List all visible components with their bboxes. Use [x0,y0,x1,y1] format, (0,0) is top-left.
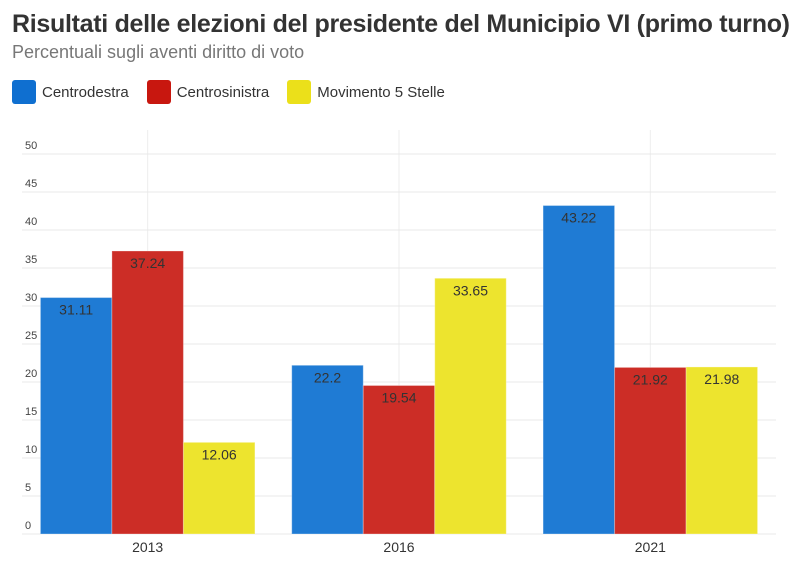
data-label: 12.06 [202,446,237,462]
bar-centrodestra-2021 [542,205,616,535]
y-tick-label: 30 [25,292,37,304]
legend-label: Centrodestra [42,83,129,101]
x-tick-label: 2013 [132,539,163,555]
y-tick-label: 40 [25,216,37,228]
bar-movimento-5-stelle-2013 [182,441,256,535]
bar-centrodestra-2016 [291,364,364,535]
x-tick-label: 2016 [383,539,414,555]
bar-centrodestra-2013 [39,297,113,535]
data-label: 33.65 [453,282,488,298]
data-label: 21.98 [704,371,739,387]
legend-swatch [146,80,171,104]
legend-swatch [12,80,36,104]
data-label: 21.92 [633,371,668,387]
y-tick-label: 5 [25,482,31,494]
y-tick-label: 10 [25,444,37,456]
data-label: 37.24 [130,255,165,271]
y-tick-label: 45 [25,178,37,190]
legend-item-centrodestra[interactable]: Centrodestra [12,80,129,104]
data-label: 31.11 [59,302,93,318]
bar-movimento-5-stelle-2021 [685,366,759,535]
legend-item-centrosinistra[interactable]: Centrosinistra [146,80,270,104]
bar-centrosinistra-2021 [614,366,687,535]
x-tick-label: 2021 [635,539,666,555]
y-tick-label: 25 [25,330,37,342]
y-tick-label: 20 [25,368,37,380]
legend-swatch [287,80,312,104]
y-tick-label: 15 [25,406,37,418]
y-tick-label: 0 [25,520,31,532]
legend-item-m5s[interactable]: Movimento 5 Stelle [287,80,445,104]
legend: Centrodestra Centrosinistra Movimento 5 … [12,80,445,104]
legend-label: Centrosinistra [176,83,270,101]
data-label: 19.54 [381,389,416,405]
data-label: 22.2 [314,369,341,385]
chart-subtitle: Percentuali sugli aventi diritto di voto [12,42,305,62]
y-tick-label: 35 [25,254,37,266]
legend-label: Movimento 5 Stelle [317,83,445,101]
bar-movimento-5-stelle-2016 [434,277,507,535]
y-tick-label: 50 [25,140,37,152]
chart-title: Risultati delle elezioni del presidente … [12,10,790,38]
bar-centrosinistra-2016 [362,384,436,535]
data-label: 43.22 [561,210,596,226]
bar-centrosinistra-2013 [111,250,184,535]
